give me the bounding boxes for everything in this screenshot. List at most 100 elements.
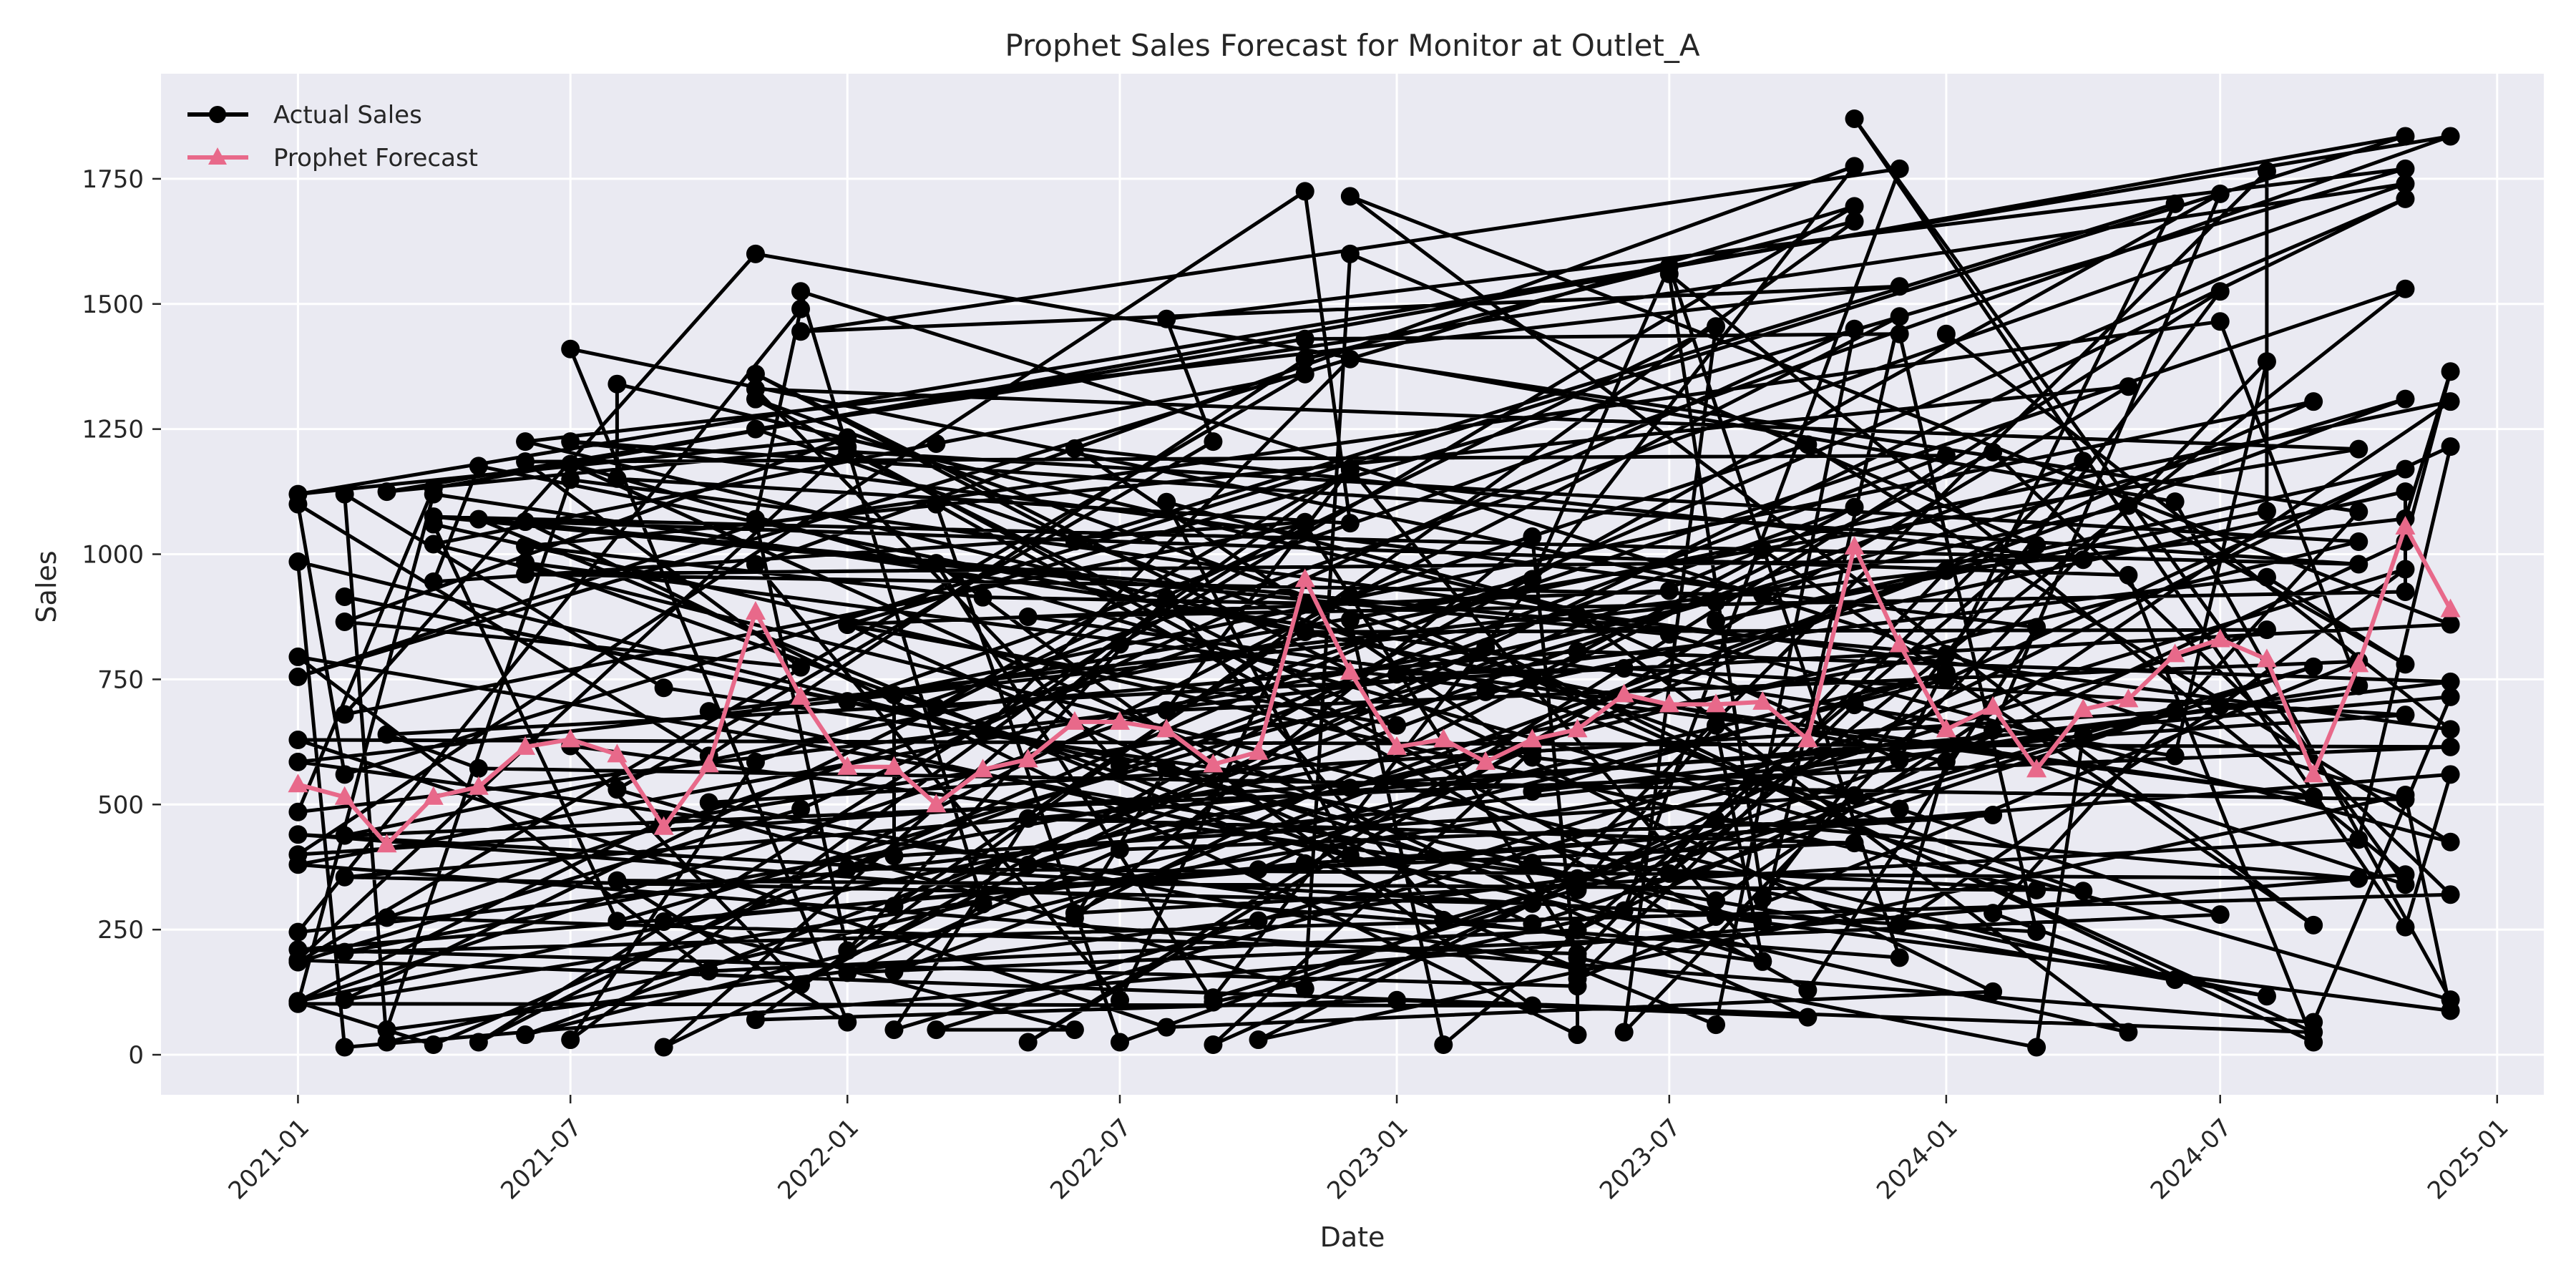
actual-sales-point bbox=[1523, 996, 1542, 1015]
actual-sales-point bbox=[927, 554, 946, 573]
actual-sales-point bbox=[1890, 159, 1909, 178]
actual-sales-point bbox=[973, 894, 992, 914]
actual-sales-point bbox=[1614, 1023, 1634, 1042]
forecast-series bbox=[288, 516, 2461, 853]
chart-title: Prophet Sales Forecast for Monitor at Ou… bbox=[1005, 28, 1700, 63]
forecast-point bbox=[2440, 598, 2461, 618]
actual-sales-point bbox=[2396, 459, 2415, 479]
actual-sales-point bbox=[1340, 514, 1360, 533]
actual-sales-point bbox=[2441, 615, 2460, 634]
forecast-point bbox=[1614, 683, 1634, 703]
actual-sales-point bbox=[2441, 737, 2460, 756]
actual-sales-point bbox=[1890, 799, 1909, 819]
actual-sales-point bbox=[2119, 565, 2138, 585]
actual-sales-point bbox=[1523, 570, 1542, 589]
forecast-point bbox=[1889, 633, 1910, 653]
forecast-point bbox=[1844, 536, 1865, 555]
actual-sales-point bbox=[1340, 846, 1360, 865]
y-tick-label: 1000 bbox=[82, 541, 144, 570]
actual-sales-point bbox=[2119, 1023, 2138, 1042]
actual-sales-point bbox=[2396, 482, 2415, 502]
actual-sales-point bbox=[1204, 1035, 1223, 1055]
actual-sales-point bbox=[2396, 917, 2415, 937]
actual-sales-point bbox=[1568, 1025, 1587, 1045]
actual-sales-point bbox=[2257, 620, 2276, 640]
x-axis-title: Date bbox=[1320, 1221, 1385, 1253]
actual-sales-point bbox=[2349, 869, 2368, 888]
actual-sales-point bbox=[377, 725, 396, 744]
forecast-point bbox=[2303, 763, 2324, 783]
actual-sales-point bbox=[335, 765, 354, 784]
actual-sales-point bbox=[2257, 987, 2276, 1006]
actual-sales-point bbox=[2165, 970, 2185, 990]
actual-sales-point bbox=[1065, 532, 1084, 551]
actual-sales-point bbox=[288, 494, 308, 514]
actual-sales-point bbox=[1476, 682, 1496, 701]
actual-sales-point bbox=[335, 705, 354, 724]
actual-sales-point bbox=[1984, 982, 2003, 1001]
actual-sales-point bbox=[1434, 1035, 1453, 1055]
y-tick-label: 1750 bbox=[82, 165, 144, 194]
actual-sales-point bbox=[1476, 638, 1496, 657]
actual-sales-point bbox=[1018, 855, 1038, 874]
actual-sales-point bbox=[424, 572, 443, 592]
forecast-point bbox=[2395, 516, 2416, 535]
actual-sales-point bbox=[1753, 540, 1772, 560]
actual-sales-point bbox=[927, 1020, 946, 1040]
actual-sales-point bbox=[1936, 752, 1956, 771]
actual-sales-point bbox=[335, 826, 354, 845]
actual-sales-point bbox=[1387, 990, 1407, 1010]
actual-sales-point bbox=[2304, 787, 2323, 806]
forecast-point bbox=[1659, 693, 1679, 713]
actual-sales-point bbox=[791, 299, 811, 318]
actual-sales-point bbox=[377, 1033, 396, 1052]
legend-actual-label: Actual Sales bbox=[273, 101, 422, 130]
actual-sales-point bbox=[2257, 352, 2276, 371]
actual-sales-point bbox=[516, 432, 535, 452]
actual-sales-point bbox=[1568, 605, 1587, 625]
actual-sales-point bbox=[424, 535, 443, 554]
actual-sales-point bbox=[884, 962, 904, 981]
actual-sales-point bbox=[654, 678, 673, 698]
actual-sales-point bbox=[516, 537, 535, 556]
actual-sales-point bbox=[2396, 389, 2415, 409]
actual-sales-point bbox=[2441, 687, 2460, 706]
forecast-point bbox=[2165, 643, 2185, 663]
actual-sales-point bbox=[2165, 492, 2185, 512]
actual-sales-point bbox=[1984, 721, 2003, 740]
legend: Actual Sales Prophet Forecast bbox=[187, 101, 478, 172]
actual-sales-point bbox=[2441, 437, 2460, 457]
actual-sales-point bbox=[2396, 279, 2415, 298]
forecast-point bbox=[1983, 696, 2004, 715]
actual-sales-point bbox=[2257, 567, 2276, 587]
actual-sales-point bbox=[1110, 635, 1129, 654]
actual-sales-point bbox=[884, 897, 904, 916]
actual-sales-point bbox=[1340, 461, 1360, 480]
actual-sales-point bbox=[746, 244, 765, 263]
actual-sales-point bbox=[973, 721, 992, 740]
actual-sales-point bbox=[699, 793, 718, 812]
actual-sales-point bbox=[1845, 109, 1864, 128]
actual-sales-point bbox=[746, 364, 765, 384]
forecast-point bbox=[745, 600, 766, 620]
actual-sales-point bbox=[1984, 442, 2003, 462]
actual-sales-point bbox=[2349, 502, 2368, 522]
actual-sales-point bbox=[288, 825, 308, 844]
forecast-point bbox=[1567, 718, 1588, 738]
actual-sales-point bbox=[2210, 696, 2230, 716]
actual-sales-point bbox=[746, 1010, 765, 1030]
actual-sales-point bbox=[2210, 905, 2230, 924]
forecast-point bbox=[288, 774, 308, 793]
actual-sales-point bbox=[469, 509, 488, 529]
actual-sales-point bbox=[1568, 869, 1587, 888]
actual-sales-point bbox=[2074, 882, 2093, 901]
actual-sales-point bbox=[2304, 1033, 2323, 1052]
actual-sales-point bbox=[838, 1013, 857, 1032]
actual-sales-point bbox=[838, 437, 857, 457]
actual-sales-point bbox=[746, 389, 765, 409]
actual-sales-point bbox=[335, 1038, 354, 1057]
actual-sales-point bbox=[1523, 782, 1542, 801]
actual-sales-point bbox=[288, 950, 308, 970]
actual-sales-point bbox=[1753, 912, 1772, 931]
actual-sales-point bbox=[654, 912, 673, 931]
